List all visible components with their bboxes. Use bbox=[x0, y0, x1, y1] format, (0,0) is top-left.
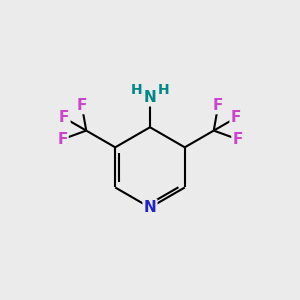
Text: F: F bbox=[231, 110, 241, 125]
Text: F: F bbox=[232, 132, 243, 147]
Text: F: F bbox=[213, 98, 224, 113]
Text: F: F bbox=[76, 98, 87, 113]
Text: H: H bbox=[131, 83, 142, 97]
Text: F: F bbox=[57, 132, 68, 147]
Text: N: N bbox=[144, 200, 156, 215]
Text: F: F bbox=[59, 110, 69, 125]
Text: H: H bbox=[158, 83, 169, 97]
Text: N: N bbox=[144, 90, 156, 105]
